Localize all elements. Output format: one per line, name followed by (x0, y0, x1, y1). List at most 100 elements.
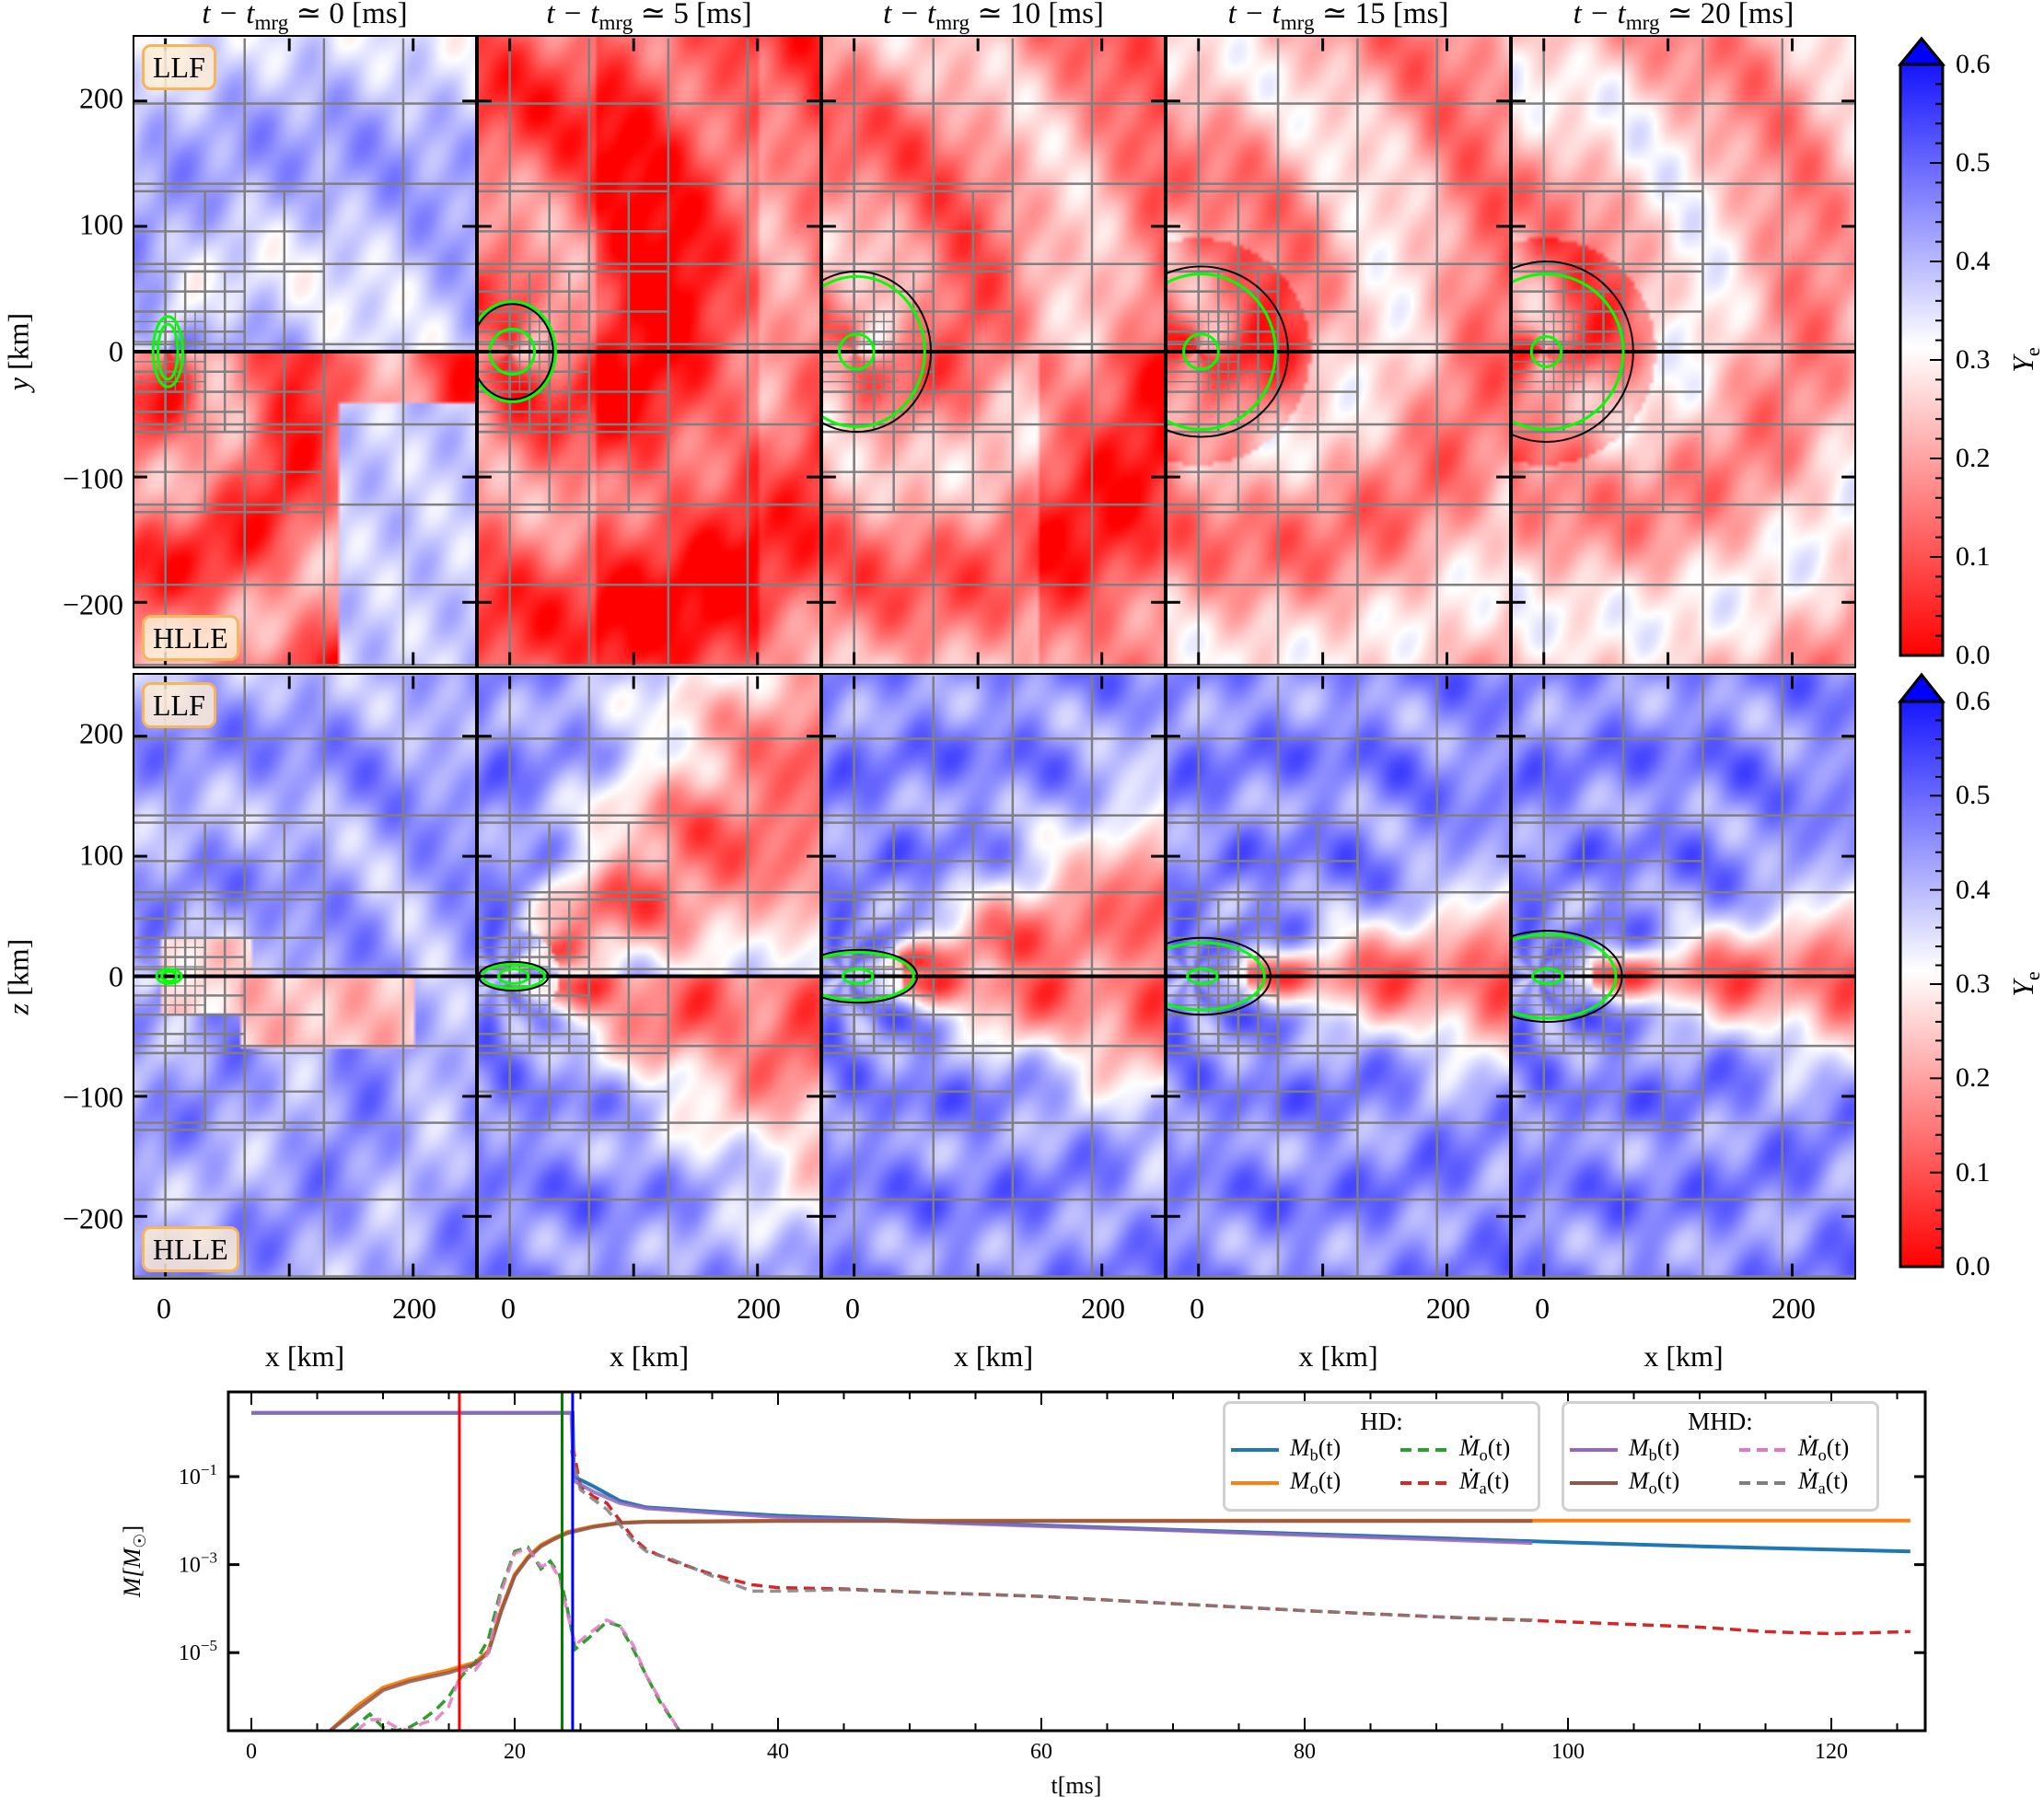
y-tick-label: 200 (79, 716, 123, 750)
density-contour (1186, 968, 1219, 985)
snapshot-panel-xz-1 (477, 673, 821, 1280)
label-subscript: a (1818, 1478, 1826, 1498)
panel-title: t − tmrg ≃ 15 [ms] (1228, 0, 1449, 35)
label-main: M (1290, 1467, 1310, 1494)
label-main: Ṁ (1798, 1467, 1818, 1494)
colorbar-extend-arrow (1897, 672, 1946, 703)
x-tick-label: 200 (1771, 1292, 1816, 1325)
y-tick-label: −100 (62, 1080, 123, 1114)
x-tick-label: 60 (1030, 1740, 1052, 1764)
snapshot-panel-xy-0: LLF HLLE (133, 35, 477, 668)
panel-overlay (134, 38, 475, 667)
title-main: t − t (883, 0, 936, 30)
density-contour (479, 960, 550, 992)
ye-colorbar (1897, 36, 1946, 657)
density-contour (1167, 265, 1289, 438)
title-suffix: ≃ 0 [ms] (288, 0, 408, 30)
x-tick-label: 120 (1815, 1740, 1848, 1764)
axis-suffix: ] (119, 1525, 145, 1534)
axis-var: M[M (119, 1547, 145, 1598)
x-tick-label: 200 (737, 1292, 781, 1325)
title-main: t − t (546, 0, 599, 30)
colorbar-tick-label: 0.5 (1956, 147, 1991, 178)
x-axis-label: x [km] (1298, 1339, 1378, 1373)
title-subscript: mrg (1625, 9, 1660, 34)
title-suffix: ≃ 20 [ms] (1659, 0, 1794, 30)
legend-hd: HD: Mb(t) Mo(t) Ṁo(t) Ṁa(t) (1223, 1401, 1540, 1512)
y-tick-label: −100 (62, 461, 123, 495)
y-tick-label: 100 (79, 207, 123, 241)
legend-entry: Ṁo(t) (1798, 1434, 1849, 1465)
colorbar-tick-label: 0.4 (1956, 246, 1991, 276)
panel-overlay (1513, 676, 1854, 1278)
label-subscript: o (1818, 1445, 1827, 1465)
legend-swatch (1739, 1481, 1787, 1485)
panel-title: t − tmrg ≃ 0 [ms] (202, 0, 407, 35)
legend-swatch (1570, 1448, 1618, 1452)
panel-overlay (823, 38, 1164, 667)
legend-swatch (1739, 1448, 1787, 1452)
axis-subscript: ☉ (131, 1534, 149, 1548)
snapshot-panel-xz-3 (1166, 673, 1511, 1280)
scheme-label-llf: LLF (142, 682, 216, 728)
title-subscript: mrg (1280, 9, 1315, 34)
tick-exponent: −1 (201, 1461, 217, 1478)
colorbar-tick-label: 0.3 (1956, 344, 1991, 375)
y-tick-label: −200 (62, 1201, 123, 1235)
x-tick-label: 0 (1535, 1292, 1550, 1325)
title-main: t − t (1573, 0, 1626, 30)
panel-overlay (1513, 38, 1854, 667)
colorbar-tick-label: 0.3 (1956, 968, 1991, 999)
legend-entry: Ṁa(t) (1459, 1467, 1509, 1498)
label-suffix: (t) (1656, 1434, 1680, 1461)
legend-mhd: MHD: Mb(t) Mo(t) Ṁo(t) Ṁa(t) (1562, 1401, 1879, 1512)
panel-overlay (479, 38, 819, 667)
y-tick-label: 10−5 (179, 1637, 217, 1665)
legend-swatch (1400, 1481, 1448, 1485)
x-axis-label: x [km] (609, 1339, 690, 1373)
x-tick-label: 0 (845, 1292, 860, 1325)
scheme-label-llf: LLF (142, 44, 216, 90)
x-tick-label: 200 (1081, 1292, 1125, 1325)
label-suffix: (t) (1825, 1467, 1849, 1494)
density-contour (1167, 272, 1277, 431)
density-contour (155, 968, 183, 985)
series-line-mhd-7 (569, 1449, 1533, 1622)
label-main: Ṁ (1459, 1467, 1480, 1494)
y-tick-label: 0 (109, 959, 123, 992)
density-contour (1182, 332, 1220, 371)
x-axis-label: x [km] (953, 1339, 1034, 1373)
x-tick-label: 100 (1551, 1740, 1585, 1764)
label-main: M (1629, 1467, 1649, 1494)
legend-swatch (1570, 1481, 1618, 1485)
density-contour (157, 322, 180, 381)
snapshot-panel-xy-1 (477, 35, 821, 668)
density-contour (479, 303, 554, 400)
density-contour (823, 274, 926, 429)
label-main: M (1629, 1434, 1649, 1461)
colorbar-tick-label: 0.0 (1956, 1251, 1991, 1281)
legend-entry: Ṁa(t) (1798, 1467, 1848, 1498)
y-tick-label: 0 (109, 334, 123, 368)
y-tick-label: 10−1 (179, 1461, 217, 1490)
panel-overlay (1167, 38, 1509, 667)
density-contour (823, 948, 919, 1004)
density-contour (1513, 272, 1625, 431)
density-contour (838, 332, 876, 371)
density-contour (160, 969, 179, 983)
x-tick-label: 200 (392, 1292, 436, 1325)
x-tick-label: 0 (246, 1740, 257, 1764)
label-subscript: o (1479, 1445, 1488, 1465)
y-tick-label: 200 (79, 81, 123, 115)
snapshot-panel-xy-2 (821, 35, 1166, 668)
legend-entry: Mo(t) (1629, 1467, 1679, 1498)
legend-entry: Mb(t) (1629, 1434, 1679, 1465)
y-tick-label: −200 (62, 587, 123, 621)
tick-exponent: −3 (201, 1549, 217, 1567)
ye-colorbar (1897, 672, 1946, 1269)
label-suffix: (t) (1826, 1434, 1850, 1461)
panel-title: t − tmrg ≃ 10 [ms] (883, 0, 1104, 35)
density-contour (1529, 335, 1563, 368)
